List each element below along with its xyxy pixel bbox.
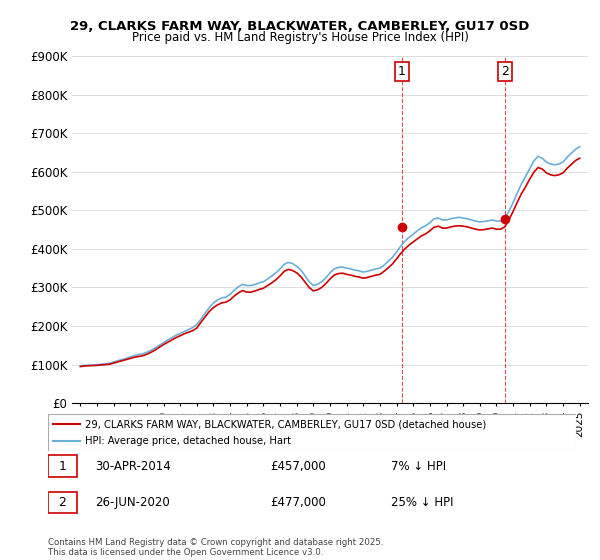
Text: Contains HM Land Registry data © Crown copyright and database right 2025.
This d: Contains HM Land Registry data © Crown c… [48, 538, 383, 557]
Text: Price paid vs. HM Land Registry's House Price Index (HPI): Price paid vs. HM Land Registry's House … [131, 31, 469, 44]
Text: 29, CLARKS FARM WAY, BLACKWATER, CAMBERLEY, GU17 0SD (detached house): 29, CLARKS FARM WAY, BLACKWATER, CAMBERL… [85, 419, 486, 429]
Text: 7% ↓ HPI: 7% ↓ HPI [391, 460, 446, 473]
FancyBboxPatch shape [48, 414, 576, 451]
Text: 2: 2 [500, 65, 509, 78]
Text: 26-JUN-2020: 26-JUN-2020 [95, 496, 170, 509]
Text: £457,000: £457,000 [270, 460, 326, 473]
Text: 25% ↓ HPI: 25% ↓ HPI [391, 496, 454, 509]
FancyBboxPatch shape [48, 492, 77, 514]
Text: 2: 2 [58, 496, 66, 509]
Text: 29, CLARKS FARM WAY, BLACKWATER, CAMBERLEY, GU17 0SD: 29, CLARKS FARM WAY, BLACKWATER, CAMBERL… [70, 20, 530, 32]
Text: £477,000: £477,000 [270, 496, 326, 509]
Text: 1: 1 [398, 65, 406, 78]
FancyBboxPatch shape [48, 455, 77, 477]
Text: HPI: Average price, detached house, Hart: HPI: Average price, detached house, Hart [85, 436, 291, 446]
Text: 1: 1 [58, 460, 66, 473]
Text: 30-APR-2014: 30-APR-2014 [95, 460, 171, 473]
